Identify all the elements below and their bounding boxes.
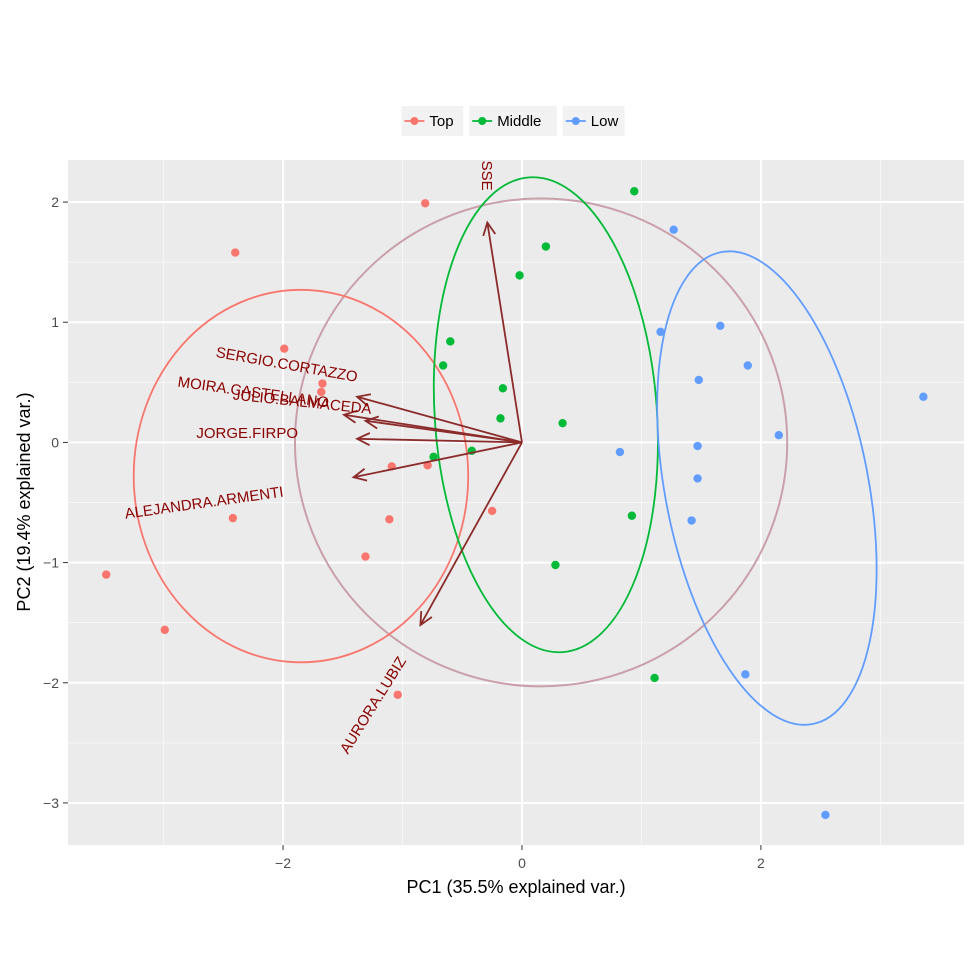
point-top bbox=[385, 515, 394, 524]
x-axis-title: PC1 (35.5% explained var.) bbox=[406, 877, 625, 897]
loading-arrowhead bbox=[341, 409, 358, 424]
point-low bbox=[615, 447, 625, 457]
point-low bbox=[694, 375, 703, 385]
legend-label: Low bbox=[591, 113, 619, 130]
y-axis-ticks: −3 −2 −1 0 1 2 bbox=[43, 194, 68, 811]
loading-arrow bbox=[353, 441, 523, 479]
point-low bbox=[774, 431, 784, 440]
loading-label: SSE bbox=[478, 161, 495, 191]
legend-item-low: Low bbox=[562, 106, 625, 136]
point-middle bbox=[650, 673, 659, 683]
legend-item-top: Top bbox=[401, 106, 464, 136]
point-middle bbox=[630, 187, 639, 196]
loading-arrow bbox=[356, 395, 523, 444]
data-points bbox=[102, 187, 928, 820]
legend-label: Middle bbox=[497, 113, 541, 130]
point-low bbox=[821, 810, 830, 820]
point-middle bbox=[558, 418, 567, 428]
y-tick-label: 1 bbox=[51, 314, 59, 330]
y-tick-label: −3 bbox=[43, 795, 59, 811]
point-top bbox=[393, 690, 402, 699]
point-top bbox=[160, 625, 169, 635]
point-middle bbox=[498, 384, 508, 393]
y-tick-label: −2 bbox=[43, 675, 59, 691]
point-middle bbox=[541, 242, 551, 251]
point-top bbox=[102, 570, 111, 579]
point-low bbox=[693, 474, 702, 483]
point-top bbox=[231, 248, 240, 257]
loading-arrowhead bbox=[355, 432, 371, 446]
point-middle bbox=[429, 452, 438, 462]
point-middle bbox=[446, 337, 455, 346]
point-top bbox=[318, 379, 327, 388]
loading-arrowhead bbox=[419, 611, 433, 627]
y-tick-label: 0 bbox=[51, 434, 59, 450]
legend: Top Middle Low bbox=[401, 106, 625, 136]
point-low bbox=[919, 392, 928, 401]
loading-arrowhead bbox=[351, 468, 368, 482]
point-low bbox=[693, 441, 702, 451]
loading-arrowhead bbox=[363, 415, 380, 430]
point-low bbox=[741, 670, 750, 679]
legend-dot bbox=[410, 117, 419, 125]
point-low bbox=[656, 327, 665, 337]
point-middle bbox=[627, 511, 637, 520]
y-tick-label: 2 bbox=[51, 194, 59, 210]
point-top bbox=[361, 552, 370, 561]
overall-ellipse bbox=[293, 197, 789, 688]
point-top bbox=[317, 387, 326, 397]
loading-arrow bbox=[486, 222, 523, 443]
x-tick-label: −2 bbox=[275, 855, 291, 871]
point-low bbox=[716, 321, 725, 331]
legend-dot bbox=[571, 117, 580, 125]
loading-label: JORGE.FIRPO bbox=[196, 425, 298, 442]
ellipse-low bbox=[656, 250, 878, 726]
point-top bbox=[228, 513, 238, 523]
y-axis-title: PC2 (19.4% explained var.) bbox=[14, 392, 34, 611]
loading-arrow bbox=[357, 437, 522, 444]
loading-arrow bbox=[419, 441, 523, 626]
ellipse-top bbox=[132, 288, 470, 664]
point-middle bbox=[496, 414, 505, 423]
point-middle bbox=[438, 361, 448, 370]
x-tick-label: 2 bbox=[757, 855, 765, 871]
point-low bbox=[669, 225, 678, 234]
point-top bbox=[487, 506, 497, 516]
legend-label: Top bbox=[429, 113, 453, 130]
x-axis-ticks: −2 0 2 bbox=[275, 845, 765, 871]
x-tick-label: 0 bbox=[518, 855, 526, 871]
point-middle bbox=[551, 560, 560, 570]
point-low bbox=[743, 361, 752, 370]
minor-gridlines bbox=[68, 160, 964, 845]
group-ellipses bbox=[132, 176, 878, 726]
point-top bbox=[421, 199, 430, 208]
legend-dot bbox=[478, 117, 487, 125]
loading-arrowhead bbox=[482, 220, 497, 237]
point-low bbox=[687, 516, 696, 525]
y-tick-label: −1 bbox=[43, 555, 59, 571]
point-top bbox=[280, 344, 289, 353]
legend-item-middle: Middle bbox=[469, 106, 557, 136]
loading-arrow bbox=[365, 419, 523, 444]
loading-arrowhead bbox=[355, 393, 372, 407]
point-middle bbox=[515, 271, 524, 280]
